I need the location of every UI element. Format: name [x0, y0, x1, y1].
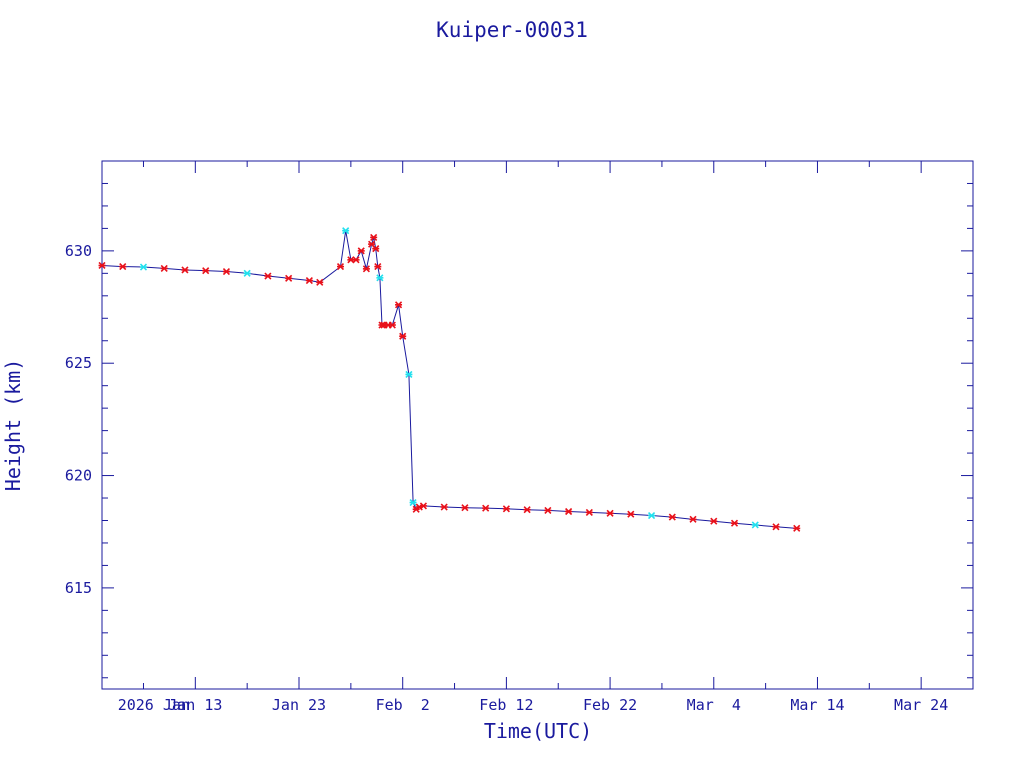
data-point [647, 511, 656, 520]
axis-ticks [102, 160, 974, 689]
x-tick-label: Feb 22 [583, 696, 637, 714]
data-point [502, 505, 510, 513]
data-point [243, 269, 251, 277]
data-point [606, 509, 614, 517]
data-point [482, 504, 490, 512]
x-axis-label: Time(UTC) [484, 719, 592, 743]
data-point [160, 264, 168, 272]
data-point [668, 513, 676, 521]
x-tick-label: Feb 2 [376, 696, 430, 714]
data-point [399, 332, 407, 340]
data-point [264, 272, 272, 280]
data-point [730, 519, 739, 527]
data-point [523, 506, 531, 514]
data-point [585, 508, 593, 516]
data-point [372, 245, 380, 253]
y-tick-label: 620 [65, 467, 92, 485]
data-point [405, 370, 413, 379]
data-point [374, 263, 382, 271]
y-tick-label: 630 [65, 242, 92, 260]
data-point [222, 267, 230, 276]
data-point [139, 263, 148, 271]
data-point [627, 510, 635, 518]
data-point [181, 266, 189, 274]
y-tick-label: 615 [65, 579, 92, 597]
data-point [98, 261, 106, 270]
x-tick-label: Feb 12 [479, 696, 533, 714]
y-tick-label: 625 [65, 354, 92, 372]
data-point [119, 263, 127, 271]
data-point [565, 507, 573, 516]
height-series [98, 227, 801, 532]
data-point [689, 515, 697, 523]
data-point [305, 276, 313, 285]
y-tick-labels: 615 620 625 630 [65, 242, 92, 597]
data-point [440, 503, 448, 511]
chart-title: Kuiper-00031 [436, 18, 588, 42]
x-tick-label: Jan 13 [168, 696, 222, 714]
plot-frame [101, 160, 974, 690]
x-tick-label: 2026 Jan [118, 696, 190, 714]
data-point [357, 247, 365, 255]
data-point [544, 506, 552, 514]
data-point [772, 523, 780, 531]
data-point [388, 321, 396, 329]
data-point [409, 498, 417, 507]
x-tick-label: Jan 23 [272, 696, 326, 714]
data-point [751, 521, 759, 529]
data-point [285, 274, 293, 282]
data-point [352, 256, 360, 264]
data-point [370, 233, 378, 241]
y-axis-label: Height (km) [1, 359, 25, 491]
data-point [336, 263, 345, 271]
data-point [419, 502, 428, 510]
data-point [394, 301, 403, 309]
x-tick-label: Mar 4 [687, 696, 741, 714]
data-point [342, 227, 350, 235]
x-tick-label: Mar 24 [894, 696, 948, 714]
data-point [793, 524, 801, 532]
data-point [316, 278, 324, 286]
data-point [710, 517, 718, 525]
data-point [362, 265, 370, 273]
series-line [101, 230, 797, 529]
data-point [376, 274, 384, 282]
data-point [461, 504, 469, 512]
x-tick-label: Mar 14 [790, 696, 844, 714]
data-point [202, 267, 210, 275]
